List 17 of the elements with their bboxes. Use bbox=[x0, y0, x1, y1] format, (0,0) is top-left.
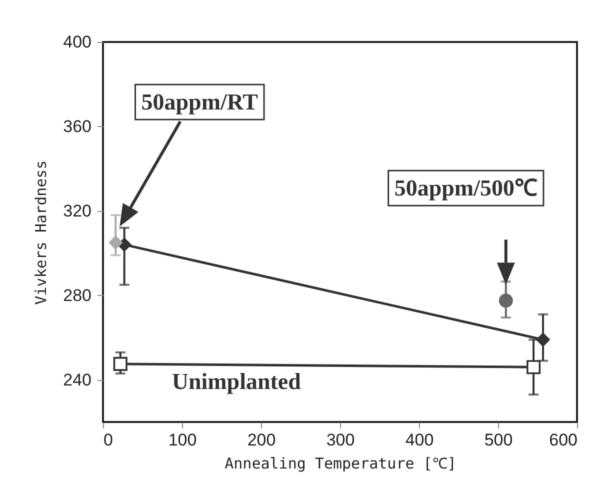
annotation: 50appm/500℃ bbox=[394, 176, 538, 201]
x-tick-label: 100 bbox=[168, 430, 197, 450]
y-tick-label: 240 bbox=[63, 370, 92, 390]
x-tick-label: 500 bbox=[484, 430, 513, 450]
y-tick-label: 320 bbox=[63, 201, 92, 220]
x-tick-label: 400 bbox=[405, 430, 434, 450]
x-tick-label: 300 bbox=[326, 430, 355, 450]
y-tick-label: 360 bbox=[63, 116, 92, 136]
x-tick-label: 600 bbox=[549, 430, 578, 450]
y-tick-label: 280 bbox=[63, 286, 92, 305]
annotation: 50appm/RT bbox=[141, 90, 258, 115]
x-axis-title: Annealing Temperature [℃] bbox=[224, 454, 456, 472]
y-tick-label: 400 bbox=[63, 32, 92, 52]
x-tick-label: 200 bbox=[247, 430, 276, 450]
y-axis-title: Vivkers Hardness bbox=[32, 160, 50, 305]
annotation: Unimplanted bbox=[172, 368, 302, 394]
x-tick-label: 0 bbox=[104, 430, 113, 450]
